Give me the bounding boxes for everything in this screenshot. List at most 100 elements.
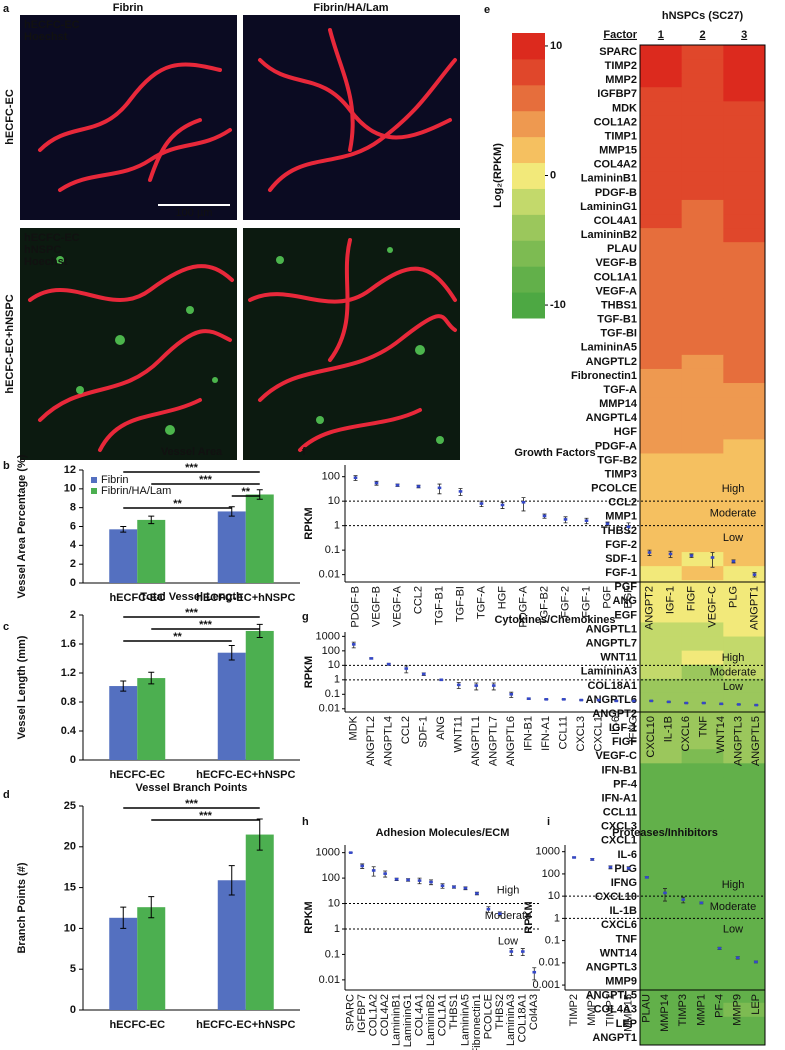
level-label: Low [723,681,743,693]
row-label: CCL11 [603,807,637,819]
legend-label: Fibrin [101,474,129,486]
heatmap-cell [640,735,683,750]
panel-letter: i [547,816,550,828]
y-tick-label: 2 [70,558,76,570]
significance-label: *** [185,462,199,474]
row-label: PF-4 [613,778,638,790]
y-tick-label: 0.01 [539,957,560,969]
row-label: PLAU [607,243,637,255]
heatmap-cell [723,777,766,792]
heatmap-cell [640,199,683,215]
significance-label: *** [199,474,213,486]
x-tick-label: ANGPT2 [643,586,655,630]
heatmap-cell [681,692,724,708]
heatmap-cell [723,749,766,764]
point [701,701,706,705]
heatmap-cell [681,185,724,201]
y-axis-label: RPKM [523,901,535,933]
row-label: FGF-2 [605,539,637,551]
level-label: Moderate [485,910,531,922]
y-tick-label: 1.6 [61,638,76,650]
heatmap-cell [681,622,724,638]
x-tick-label: TIMP1 [604,994,616,1026]
row-label: ANGPTL3 [586,961,637,973]
heatmap-cell [640,890,683,905]
y-tick-label: 10 [64,483,76,495]
micrograph [243,228,460,460]
heatmap-cell [640,228,683,243]
heatmap-cell [681,481,724,497]
heatmap-cell [723,763,766,778]
heatmap-cell [640,143,683,159]
level-label: High [722,652,745,664]
y-tick-label: 5 [70,963,76,975]
row-label: ANGPTL1 [586,623,637,635]
row-label: PDGF-B [595,187,637,199]
y-tick-label: 4 [70,539,77,551]
heatmap-cell [723,650,766,666]
column-label: Fibrin/HA/Lam [313,2,388,14]
x-tick-label: PDGF-B [349,586,361,628]
x-tick-label: IFNG [628,716,640,742]
row-label: CXCL1 [601,835,637,847]
micrographs [20,15,460,460]
row-label: ANGPTL7 [586,637,637,649]
heatmap-cell [640,368,683,384]
point [542,514,547,518]
x-tick-label: ANGPTL6 [505,716,517,766]
x-tick-label: hECFC-EC+hNSPC [196,769,295,781]
heatmap-cell [681,749,724,764]
significance-label: *** [199,810,213,822]
level-label: High [722,879,745,891]
x-tick-label: FGF-1 [580,586,592,618]
error-bar [148,896,155,919]
heatmap-cell [723,805,766,821]
heatmap-cell [640,932,683,947]
x-tick-label: CXCL6 [680,716,692,751]
point [416,485,421,488]
heatmap-cell [723,904,766,919]
row-label: ANGPT2 [592,708,637,720]
chart-title: Adhesion Molecules/ECM [376,827,510,839]
heatmap-cell [640,650,683,666]
heatmap-cell [723,622,766,638]
y-tick-label: 10 [328,495,340,507]
row-label: WNT11 [600,652,637,664]
x-tick-label: ANGPTL1 [470,716,482,766]
x-tick-label: MMP15 [623,994,635,1032]
heatmap-cell [640,875,683,891]
y-tick-label: 0 [70,1004,76,1016]
heatmap-cell [723,73,766,88]
point [491,684,496,687]
point [369,657,374,660]
point [590,858,595,861]
legend-label: Fibrin/HA/Lam [101,485,171,497]
y-tick-label: 20 [64,841,76,853]
y-tick-label: 0.1 [325,688,340,700]
heatmap-cell [640,1030,683,1046]
heatmap-cell [723,87,766,102]
error-bar [228,644,235,661]
heatmap-cell [723,199,766,215]
x-tick-label: TNF [698,716,710,738]
x-tick-label: ANGPTL2 [365,716,377,766]
bar [217,511,246,583]
point [649,699,654,703]
heatmap-cell [723,425,766,440]
heatmap-cell [723,706,766,722]
error-bar [228,865,235,896]
heatmap-cell [681,833,724,849]
heatmap-cell [640,1016,683,1032]
heatmap-cell [681,439,724,454]
heatmap-cell [681,777,724,792]
x-tick-label: SPARC [345,994,357,1031]
heatmap-cell [640,59,683,74]
row-label: CXCL10 [595,891,637,903]
x-tick-label: VEGF-B [370,586,382,627]
point [572,856,576,859]
heatmap-cell [640,678,683,694]
row-label: CXCL3 [601,821,637,833]
row-label: hECFC-EC [4,89,16,145]
x-tick-label: TGF-BI [454,586,466,622]
